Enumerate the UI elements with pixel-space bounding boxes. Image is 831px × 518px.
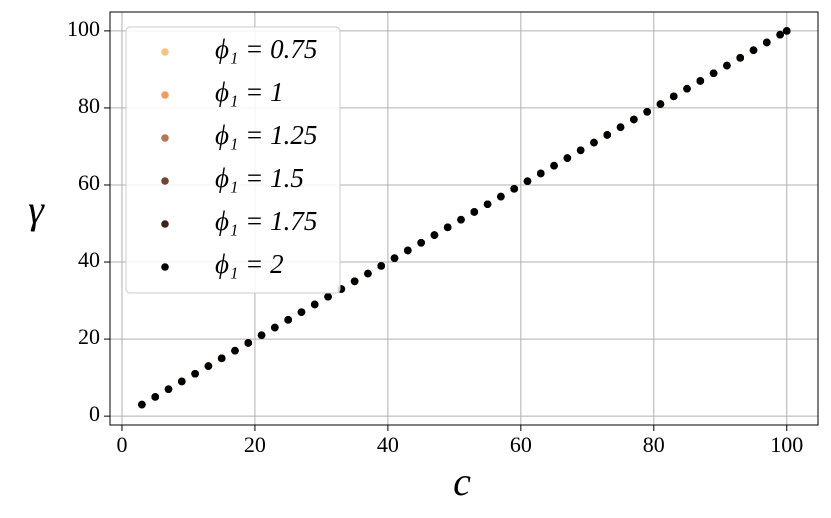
point	[510, 185, 518, 193]
point	[683, 84, 691, 93]
point	[364, 269, 372, 278]
legend-marker	[161, 220, 169, 228]
point	[244, 339, 253, 347]
point	[616, 123, 625, 131]
y-axis-label: γ	[28, 187, 45, 232]
point	[350, 277, 359, 286]
point	[257, 331, 266, 340]
y-tick-label: 20	[78, 324, 100, 349]
legend-marker	[161, 91, 169, 99]
point	[377, 262, 386, 270]
point	[656, 100, 665, 108]
point	[563, 154, 572, 162]
point	[217, 354, 226, 363]
point	[782, 27, 791, 35]
point	[430, 231, 439, 239]
x-tick-label: 40	[377, 432, 399, 457]
point	[776, 30, 784, 39]
point	[417, 238, 425, 247]
point	[390, 254, 399, 262]
y-tick-label: 80	[78, 93, 100, 118]
point	[284, 316, 292, 324]
point	[603, 131, 612, 139]
point	[191, 369, 199, 378]
point	[669, 92, 678, 101]
x-tick-label: 100	[770, 432, 803, 457]
point	[457, 215, 465, 224]
point	[204, 362, 213, 370]
legend-label: ϕ₁ = 1.5	[215, 163, 304, 193]
legend-label: ϕ₁ = 1.25	[215, 120, 317, 150]
point	[470, 208, 479, 216]
point	[297, 308, 306, 316]
point	[550, 161, 558, 170]
point	[723, 61, 731, 70]
point	[138, 400, 146, 409]
point	[590, 138, 598, 147]
point	[736, 54, 745, 62]
point	[271, 323, 279, 332]
legend-marker	[161, 48, 169, 56]
plot-frame	[109, 11, 819, 426]
legend-label: ϕ₁ = 2	[215, 249, 284, 279]
point	[536, 169, 545, 178]
x-tick-label: 0	[116, 432, 127, 457]
point	[443, 223, 452, 232]
x-axis-label: c	[453, 459, 471, 504]
point	[523, 177, 532, 185]
point	[310, 300, 319, 309]
legend-box	[125, 26, 341, 294]
legend-label: ϕ₁ = 1	[215, 77, 284, 107]
point	[576, 146, 585, 155]
point	[164, 385, 173, 393]
y-tick-label: 60	[78, 170, 100, 195]
x-tick-label: 20	[244, 432, 266, 457]
point	[404, 246, 412, 255]
x-tick-label: 80	[643, 432, 665, 457]
point	[151, 393, 160, 401]
point	[643, 107, 651, 116]
point	[696, 77, 705, 85]
point	[177, 377, 186, 386]
point	[709, 69, 718, 78]
x-tick-label: 60	[510, 432, 532, 457]
y-tick-label: 100	[67, 16, 100, 41]
legend-marker	[161, 177, 169, 185]
point	[231, 346, 239, 355]
point	[749, 46, 758, 54]
legend-label: ϕ₁ = 1.75	[215, 206, 317, 236]
y-tick-label: 40	[78, 247, 100, 272]
y-tick-label: 0	[89, 401, 100, 426]
legend-label: ϕ₁ = 0.75	[215, 34, 317, 64]
point	[630, 115, 638, 124]
point	[324, 292, 332, 301]
legend-marker	[161, 134, 169, 142]
point	[763, 38, 771, 47]
point	[497, 192, 505, 201]
point	[483, 200, 492, 209]
legend-marker	[161, 263, 169, 271]
